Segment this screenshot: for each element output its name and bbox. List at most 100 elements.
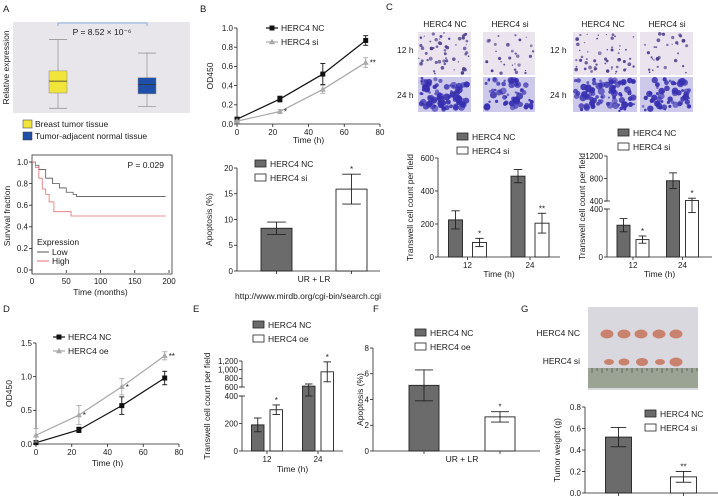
series-line [236,62,367,122]
y-tick-label: 1,200 [218,357,239,366]
transwell-micrographs [418,32,693,112]
stained-cell [586,81,590,85]
y-tick-label: 20 [224,164,233,173]
panel-label-f: F [373,304,379,315]
stained-cell [612,95,616,100]
y-tick-label: 600 [421,154,435,163]
y-tick-label: 400 [421,187,435,196]
x-tick-label: 40 [304,128,313,137]
stained-cell [426,100,433,107]
y-tick-label: 0.2 [222,101,234,110]
stained-cell [439,99,447,107]
stained-cell [435,89,440,94]
stained-cell [672,101,679,108]
stained-cell [503,79,506,83]
stained-cell [523,82,529,88]
stained-cell [673,58,678,63]
stained-cell [457,36,462,41]
stained-cell [653,59,655,61]
stained-cell [627,62,632,67]
row-label: 12 h [397,45,414,55]
stained-cell [490,69,494,73]
stained-cell [516,54,520,58]
stained-cell [607,96,611,99]
row-label: 12 h [550,45,567,55]
triangle-marker [234,117,240,124]
stained-cell [497,34,500,38]
square-marker [56,334,62,340]
stained-cell [611,46,613,49]
significance-mark: * [350,165,353,174]
stained-cell [505,42,510,47]
stained-cell [444,104,450,111]
stained-cell [436,92,442,97]
y-tick-label: 400 [590,205,604,214]
stained-cell [612,79,617,84]
micrograph-image [483,32,535,75]
stained-cell [632,80,635,83]
stained-cell [644,43,647,46]
legend-label: HERC4 si [270,173,307,183]
stained-cell [585,58,588,61]
stained-cell [676,89,682,96]
series-line [236,40,367,120]
legend-label: HERC4 si [472,146,509,156]
stained-cell [459,97,465,103]
tumor [617,329,631,339]
stained-cell [605,34,607,36]
y-axis-label: Transwell cell count per field [577,153,587,260]
y-tick-label: 400 [590,197,604,206]
tumor [655,359,665,365]
x-tick-label: 200 [162,277,176,286]
stained-cell [527,103,534,109]
x-tick-label: 150 [128,277,142,286]
x-tick-label: UR + LR [298,274,331,284]
stained-cell [597,51,602,56]
panel-label-a: A [3,4,10,15]
p-value-annotation: P = 0.029 [128,160,165,170]
stained-cell [423,79,429,84]
square-marker [76,427,82,433]
stained-cell [661,32,666,36]
legend-label: Low [52,247,68,257]
stained-cell [685,44,689,48]
y-axis-label: Relative expression [1,30,11,104]
series-line [32,161,166,217]
stained-cell [600,95,604,99]
mirdb-url[interactable]: http://www.mirdb.org/cgi-bin/search.cgi [235,291,381,301]
stained-cell [679,34,683,38]
y-tick-label: 1200 [585,152,603,161]
stained-cell [528,54,532,58]
stained-cell [453,103,459,109]
stained-cell [590,69,594,73]
y-tick-label: 0.5 [21,406,33,415]
triangle-marker [56,347,62,354]
y-tick-label: 1,000 [218,365,239,374]
stained-cell [585,89,589,93]
stained-cell [510,49,514,53]
x-tick-label: 24 [678,261,687,270]
stained-cell [488,38,491,42]
stained-cell [514,34,517,37]
stained-cell [632,36,635,38]
stained-cell [605,69,610,73]
x-tick-label: 24 [526,261,535,270]
x-tick-label: 0 [34,448,39,457]
triangle-marker [161,352,168,358]
stained-cell [517,101,524,108]
stained-cell [624,86,631,93]
stained-cell [595,63,598,66]
series-line [32,161,166,197]
col-label: HERC4 si [491,19,528,29]
legend-swatch [644,423,657,432]
y-tick-label: 0.4 [17,223,29,232]
stained-cell [668,104,672,108]
stained-cell [666,43,669,47]
y-tick-label: 800 [225,374,239,383]
stained-cell [597,34,599,36]
y-tick-label: 0.0 [21,440,33,449]
legend-swatch [617,128,630,137]
stained-cell [641,105,645,108]
stained-cell [643,95,648,101]
stained-cell [599,79,602,83]
